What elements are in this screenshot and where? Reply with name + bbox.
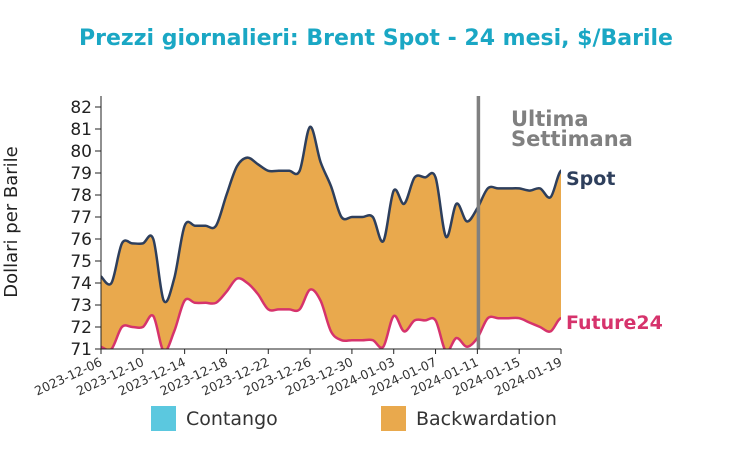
plot-area: UltimaSettimanaSpotFuture247172737475767… — [32, 96, 663, 398]
y-tick-label: 75 — [70, 252, 92, 272]
y-tick-label: 72 — [70, 318, 92, 338]
legend: Contango Backwardation — [151, 406, 557, 431]
legend-label-contango: Contango — [186, 408, 278, 430]
y-tick-label: 71 — [70, 340, 92, 360]
spot-series-label: Spot — [566, 168, 615, 190]
last-week-label-line2: Settimana — [511, 127, 633, 151]
last-week-label-line1: Ultima — [511, 107, 589, 131]
y-tick-label: 76 — [70, 230, 92, 250]
legend-swatch-contango — [151, 406, 176, 431]
y-tick-label: 74 — [70, 274, 92, 294]
future24-series-line — [101, 277, 561, 349]
y-tick-label: 79 — [70, 164, 92, 184]
spot-series-line — [101, 125, 561, 304]
y-tick-label: 78 — [70, 186, 92, 206]
legend-swatch-backwardation — [381, 406, 406, 431]
y-tick-label: 73 — [70, 296, 92, 316]
y-axis-label: Dollari per Barile — [1, 146, 22, 298]
future24-series-label: Future24 — [566, 312, 663, 334]
y-tick-label: 81 — [70, 120, 92, 140]
backwardation-area — [101, 126, 561, 349]
chart-title: Prezzi giornalieri: Brent Spot - 24 mesi… — [79, 26, 673, 51]
y-tick-label: 82 — [70, 98, 92, 118]
y-tick-label: 77 — [70, 208, 92, 228]
y-tick-label: 80 — [70, 142, 92, 162]
legend-label-backwardation: Backwardation — [416, 408, 557, 430]
